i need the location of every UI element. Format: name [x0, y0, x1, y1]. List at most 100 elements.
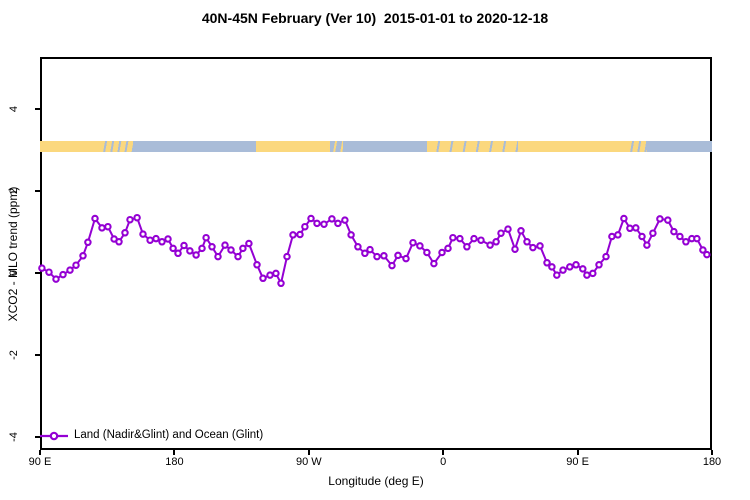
series-marker — [394, 251, 402, 260]
series-marker — [328, 215, 336, 223]
series-marker — [614, 231, 622, 239]
series-marker — [296, 230, 304, 239]
series-marker — [104, 222, 112, 231]
series-marker — [643, 241, 651, 249]
series-marker — [559, 266, 567, 274]
series-marker — [289, 231, 297, 239]
x-tick-mark — [442, 450, 445, 455]
series-marker — [656, 215, 664, 223]
series-marker — [341, 216, 349, 224]
series-marker — [649, 229, 657, 237]
series-marker — [470, 234, 478, 243]
series-marker — [402, 254, 410, 263]
series-marker — [682, 238, 690, 246]
series-marker — [38, 264, 46, 272]
series-marker — [277, 279, 285, 288]
series-marker — [449, 233, 457, 242]
series-marker — [180, 241, 188, 250]
series-marker — [430, 259, 438, 268]
series-marker — [266, 271, 274, 279]
map-band-segment-land_lakes — [427, 141, 518, 152]
series-marker — [133, 213, 141, 222]
map-band-segment-mixed_ocean — [329, 141, 344, 152]
series-marker — [373, 252, 381, 261]
series-marker — [259, 274, 267, 283]
series-marker — [334, 219, 342, 228]
series-marker — [486, 241, 494, 249]
series-marker — [366, 245, 374, 254]
y-tick-mark — [35, 354, 40, 356]
series-marker — [158, 238, 166, 246]
series-marker — [79, 252, 87, 260]
series-marker — [511, 245, 519, 253]
x-tick-label: 90 E — [28, 456, 52, 468]
series-marker — [632, 224, 640, 232]
series-marker — [602, 252, 610, 261]
series-marker — [553, 271, 561, 279]
series-marker — [227, 246, 235, 254]
series-marker — [583, 271, 591, 279]
series-marker — [595, 261, 603, 269]
series-marker — [221, 241, 229, 249]
series-marker — [307, 214, 315, 223]
series-marker — [126, 215, 134, 224]
x-tick-mark — [576, 450, 579, 455]
series-marker — [301, 222, 309, 231]
map-band-segment-land — [517, 141, 627, 152]
y-tick-mark — [35, 272, 40, 274]
land-ocean-map-band — [40, 141, 712, 152]
series-marker — [361, 249, 369, 258]
series-marker — [566, 263, 574, 271]
series-marker — [98, 224, 106, 232]
map-band-segment-ocean — [646, 141, 712, 152]
series-marker — [504, 225, 512, 233]
series-marker — [536, 242, 544, 250]
series-marker — [239, 244, 247, 253]
series-marker — [283, 252, 291, 261]
map-band-segment-land — [40, 141, 100, 152]
series-marker — [115, 238, 123, 246]
series-marker — [638, 232, 646, 241]
series-marker — [72, 261, 80, 269]
series-marker — [202, 233, 210, 242]
x-tick-mark — [173, 450, 176, 455]
series-marker — [192, 251, 200, 259]
series-marker — [59, 270, 67, 279]
series-marker — [91, 214, 99, 223]
series-marker — [146, 236, 154, 244]
map-band-segment-ocean — [132, 141, 256, 152]
series-marker — [626, 224, 634, 233]
series-marker — [121, 229, 129, 237]
series-marker — [589, 269, 597, 278]
map-band-segment-ocean — [343, 141, 428, 152]
map-band-segment-mixed_land — [99, 141, 133, 152]
series-marker — [523, 238, 531, 246]
series-marker — [313, 219, 321, 228]
series-marker — [423, 248, 431, 257]
series-marker — [699, 246, 707, 254]
series-marker — [608, 232, 616, 241]
series-marker — [208, 243, 216, 251]
series-marker — [214, 252, 222, 261]
series-marker — [477, 236, 485, 244]
x-tick-label: 90 E — [566, 456, 589, 468]
series-marker — [620, 214, 628, 223]
series-line — [41, 216, 708, 285]
series-marker — [492, 238, 500, 246]
series-marker — [45, 268, 53, 276]
x-tick-label: 90 W — [295, 456, 322, 468]
x-axis-title: Longitude (deg E) — [328, 474, 424, 488]
series-marker — [579, 265, 587, 273]
series-marker — [444, 244, 452, 253]
series-marker — [320, 220, 328, 228]
series-marker — [438, 248, 446, 257]
legend-marker-sample — [49, 431, 59, 441]
series-marker — [52, 275, 60, 283]
chart-title: 40N-45N February (Ver 10) 2015-01-01 to … — [201, 10, 549, 26]
x-tick-mark — [307, 450, 310, 455]
y-tick-mark — [35, 436, 40, 438]
series-marker — [66, 266, 74, 274]
series-marker — [84, 238, 92, 247]
series-marker — [543, 259, 551, 267]
